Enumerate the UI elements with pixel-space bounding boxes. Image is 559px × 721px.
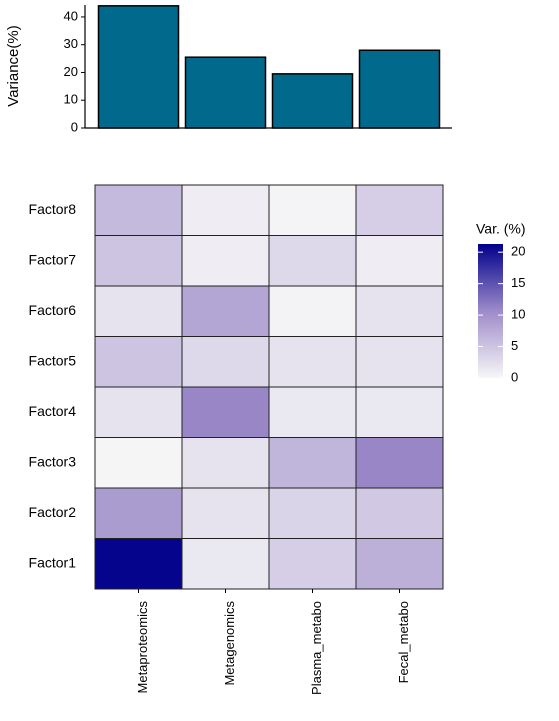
row-label: Factor7 xyxy=(29,251,77,267)
bar xyxy=(358,49,441,129)
heatmap-cell xyxy=(268,235,357,287)
heatmap-cell xyxy=(94,386,183,438)
heatmap-cell xyxy=(181,437,270,489)
bar xyxy=(184,56,267,129)
heatmap-cell xyxy=(268,437,357,489)
heatmap-cell xyxy=(355,184,444,236)
row-label: Factor4 xyxy=(29,403,77,419)
heatmap-cell xyxy=(355,386,444,438)
heatmap-cell xyxy=(355,235,444,287)
heatmap-cell xyxy=(94,184,183,236)
y-tick-label: 0 xyxy=(71,119,78,134)
heatmap-cell xyxy=(355,487,444,539)
row-label: Factor8 xyxy=(29,201,77,217)
row-label: Factor6 xyxy=(29,302,77,318)
heatmap-cell xyxy=(355,538,444,590)
heatmap-cell xyxy=(94,235,183,287)
heatmap-cell xyxy=(355,285,444,337)
heatmap-cell xyxy=(94,538,183,590)
column-label: Fecal_metabo xyxy=(396,601,411,683)
heatmap-cell xyxy=(181,285,270,337)
column-label: Metagenomics xyxy=(222,601,237,686)
row-label: Factor3 xyxy=(29,453,77,469)
heatmap-cell xyxy=(355,336,444,388)
colorbar-label: 0 xyxy=(511,369,518,384)
y-tick-label: 20 xyxy=(64,64,78,79)
heatmap-cell xyxy=(268,538,357,590)
heatmap-cell xyxy=(94,437,183,489)
column-label: Plasma_metabo xyxy=(309,601,324,695)
heatmap-cell xyxy=(181,184,270,236)
heatmap-cell xyxy=(181,235,270,287)
bar xyxy=(97,5,180,129)
legend-title: Var. (%) xyxy=(476,221,526,237)
y-tick-label: 10 xyxy=(64,92,78,107)
heatmap-cell xyxy=(94,487,183,539)
heatmap-cell xyxy=(181,336,270,388)
heatmap-cell xyxy=(94,285,183,337)
heatmap-cell xyxy=(268,386,357,438)
y-tick-label: 30 xyxy=(64,36,78,51)
y-axis-label: Variance(%) xyxy=(5,25,22,106)
heatmap-cell xyxy=(268,184,357,236)
heatmap-cell xyxy=(181,386,270,438)
heatmap-cell xyxy=(181,538,270,590)
row-label: Factor2 xyxy=(29,504,77,520)
heatmap-cell xyxy=(94,336,183,388)
heatmap-cell xyxy=(268,285,357,337)
colorbar-label: 5 xyxy=(511,338,518,353)
heatmap-cell xyxy=(268,336,357,388)
colorbar-label: 15 xyxy=(511,275,525,290)
y-tick-label: 40 xyxy=(64,8,78,23)
heatmap-cell xyxy=(268,487,357,539)
heatmap-cell xyxy=(355,437,444,489)
heatmap-cell xyxy=(181,487,270,539)
colorbar-label: 20 xyxy=(511,244,525,259)
colorbar-label: 10 xyxy=(511,307,525,322)
row-label: Factor1 xyxy=(29,554,77,570)
row-label: Factor5 xyxy=(29,352,77,368)
column-label: Metaproteomics xyxy=(135,601,150,694)
bar xyxy=(271,73,354,129)
colorbar xyxy=(478,244,503,378)
